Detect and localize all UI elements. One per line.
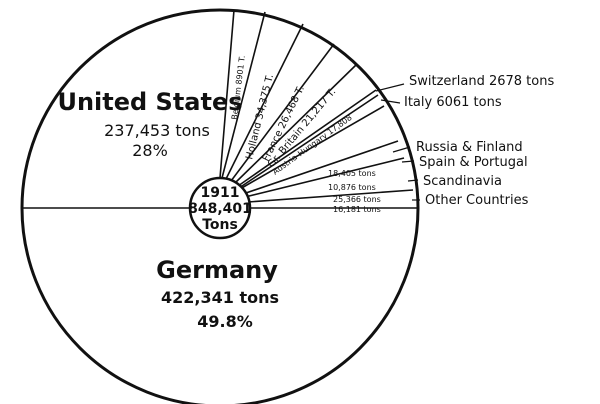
boundary-scandinavia-other [247,189,414,203]
boundary-france-britain [230,43,335,182]
germany-name: Germany [156,256,278,284]
boundary-italy-russia [239,105,385,190]
scandinavia-label: Scandinavia [423,174,502,189]
boundary-austria-switzerland [237,89,377,187]
leader-russia [392,146,411,153]
leader-lines [375,83,420,201]
boundary-switzerland-italy [238,94,379,189]
russia-label: Russia & Finland [416,140,523,155]
spain-label: Spain & Portugal [419,155,528,170]
boundary-us-belgium [219,9,235,179]
scandinavia-value: 25,366 tons [333,195,381,204]
other-value: 16,181 tons [333,205,381,214]
leader-spain [401,160,415,163]
us-value: 237,453 tons [104,121,210,140]
germany-value: 422,341 tons [161,288,279,307]
italy-label: Italy 6061 tons [404,95,502,110]
leader-scandinavia [407,179,419,182]
center-unit: Tons [202,217,238,233]
center-total: 848,401 [188,201,252,217]
boundary-russia-spain [242,140,399,195]
other-label: Other Countries [425,193,529,208]
slice-boundaries [22,9,418,209]
us-name: United States [57,88,242,116]
switzerland-label: Switzerland 2678 tons [409,74,554,89]
center-circle [188,176,252,240]
center-year: 1911 [201,185,240,201]
spain-value: 10,876 tons [328,183,376,192]
russia-value: 18,405 tons [328,169,376,178]
leader-italy [380,99,401,104]
boundary-britain-austria [234,64,357,184]
germany-percent: 49.8% [197,312,253,331]
us-percent: 28% [132,141,168,160]
boundary-belgium-holland [221,11,266,179]
boundary-holland-france [225,23,304,180]
leader-switzerland [375,83,405,92]
boundary-spain-scandinavia [244,157,405,198]
